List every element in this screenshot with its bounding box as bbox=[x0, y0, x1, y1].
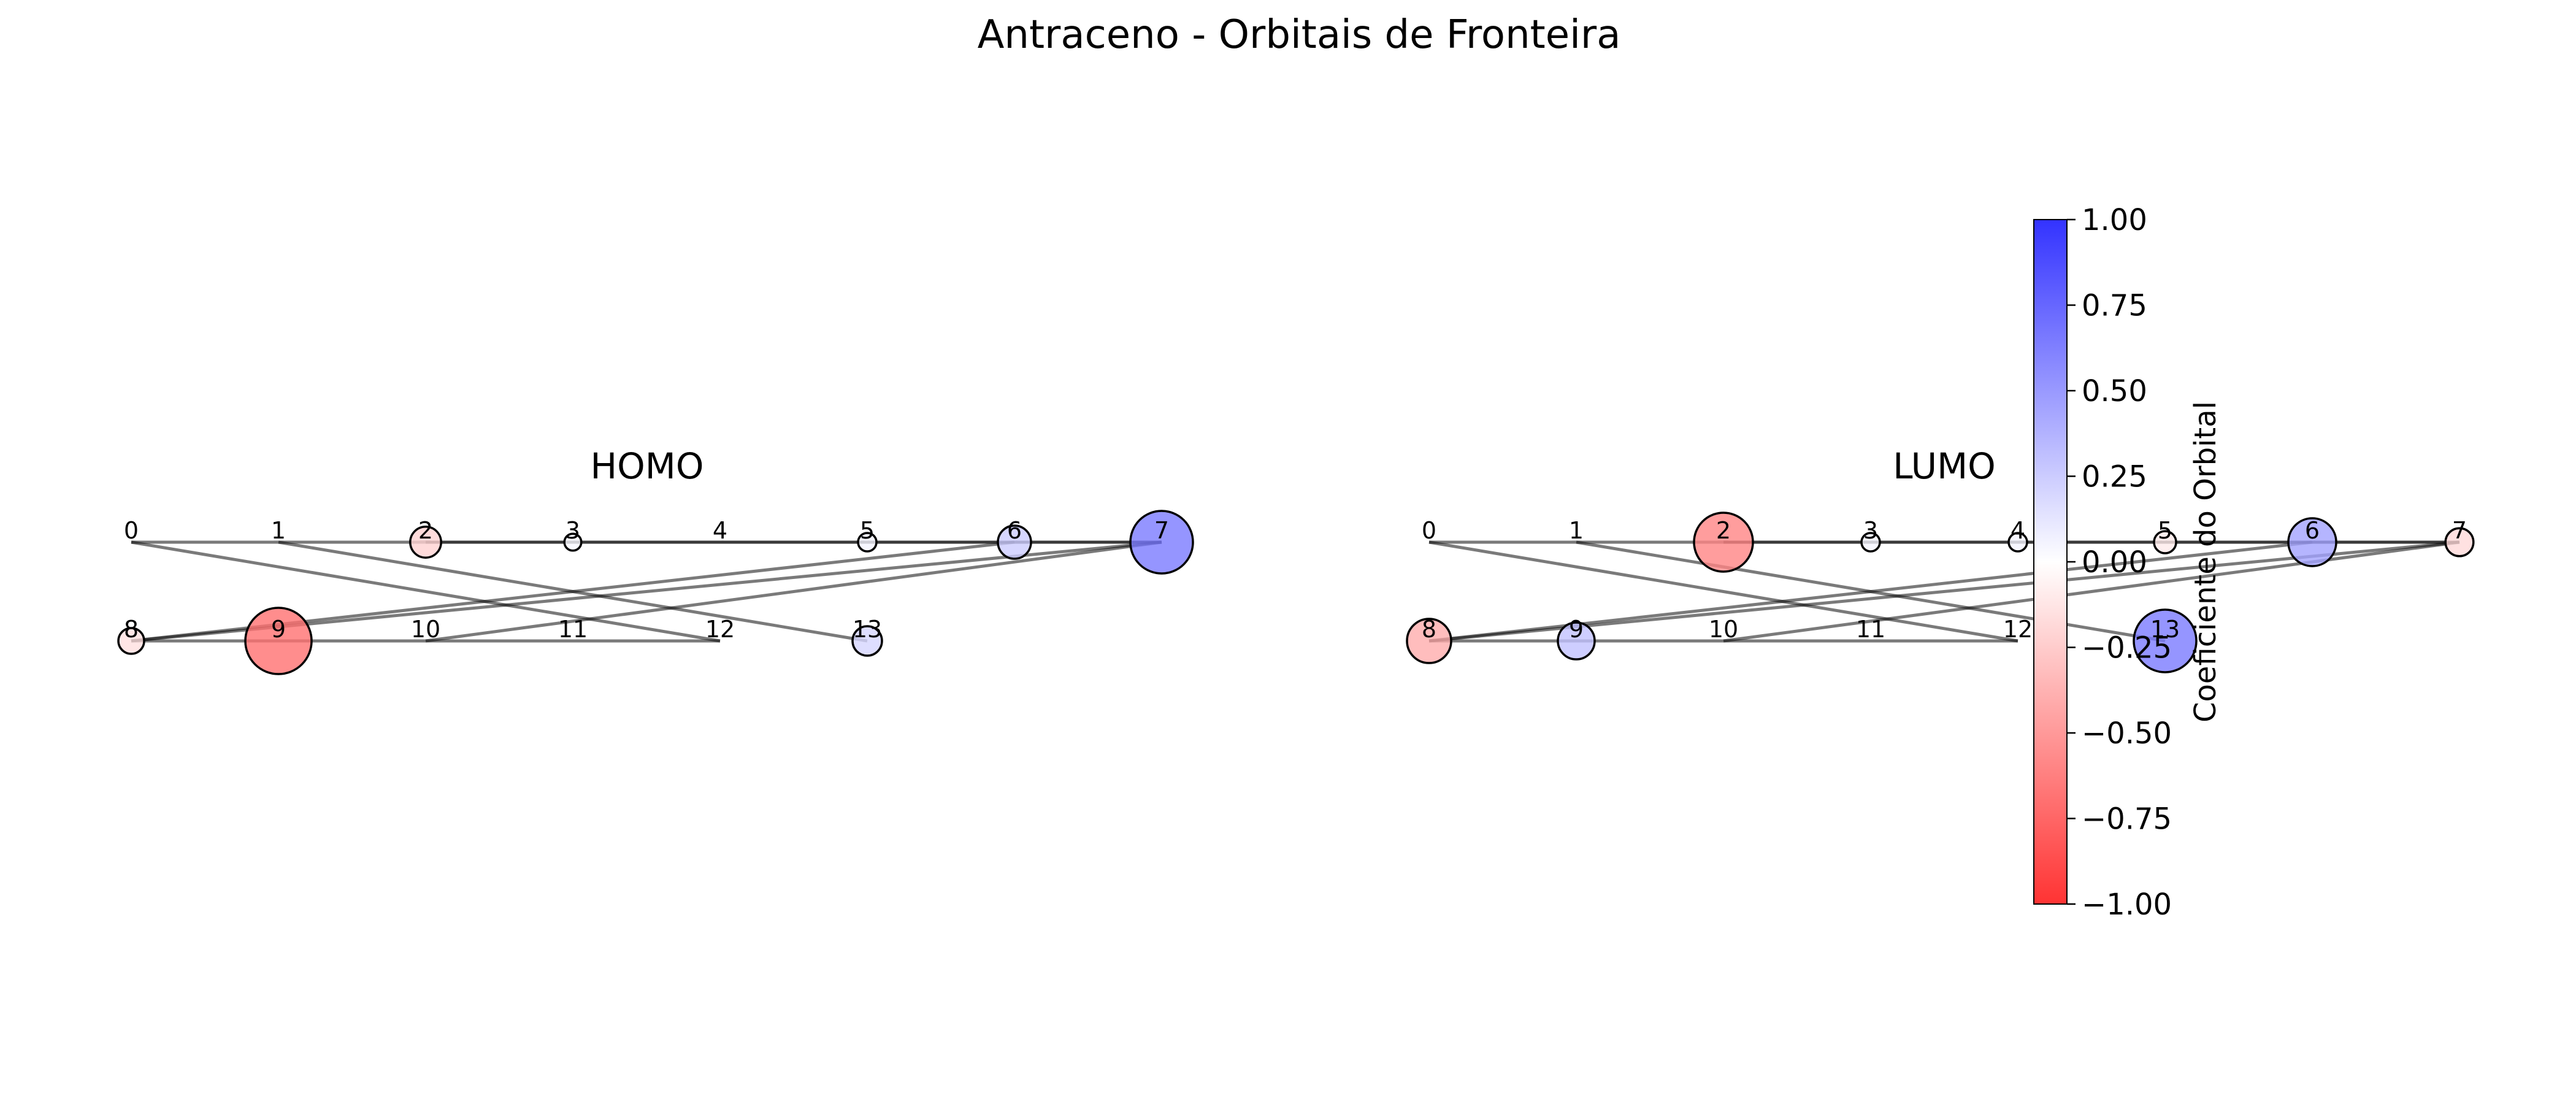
lumo-bond bbox=[1428, 540, 2018, 643]
lumo-atom-4 bbox=[2007, 532, 2028, 553]
lumo-atom-label-6: 6 bbox=[2305, 517, 2320, 544]
colorbar-tick-label: −0.75 bbox=[2082, 802, 2172, 837]
homo-atom-label-2: 2 bbox=[418, 517, 433, 544]
homo-atom-label-4: 4 bbox=[713, 517, 727, 544]
homo-atom-13 bbox=[851, 625, 883, 657]
lumo-atom-label-13: 13 bbox=[2150, 616, 2180, 643]
lumo-bond bbox=[1723, 540, 2460, 643]
lumo-atom-label-12: 12 bbox=[2003, 616, 2033, 643]
colorbar-tick-label: −0.25 bbox=[2082, 631, 2172, 665]
homo-panel: HOMO 0 1 2 3 4 5 6 78 9 10 11 12 13 bbox=[117, 445, 1194, 675]
figure-title: Antraceno - Orbitais de Fronteira bbox=[978, 12, 1621, 58]
lumo-atom-label-1: 1 bbox=[1569, 517, 1584, 544]
homo-atom-2 bbox=[409, 526, 442, 559]
homo-bond bbox=[425, 540, 1162, 643]
lumo-atom-label-10: 10 bbox=[1709, 616, 1738, 643]
homo-atom-7 bbox=[1129, 510, 1194, 575]
lumo-atom-label-9: 9 bbox=[1569, 616, 1584, 643]
lumo-atom-label-8: 8 bbox=[1422, 616, 1436, 643]
homo-labels: 0 1 2 3 4 5 6 78 9 10 11 12 13 bbox=[124, 517, 1169, 643]
colorbar-tick-label: −0.50 bbox=[2082, 716, 2172, 751]
homo-atom-label-6: 6 bbox=[1007, 517, 1022, 544]
homo-atom-3 bbox=[563, 532, 583, 552]
lumo-atom-2 bbox=[1693, 512, 1754, 573]
homo-atom-8 bbox=[117, 627, 145, 655]
colorbar-tick-label: 0.25 bbox=[2082, 460, 2147, 494]
lumo-atom-label-2: 2 bbox=[1716, 517, 1731, 544]
homo-atom-label-10: 10 bbox=[411, 616, 440, 643]
homo-atom-label-9: 9 bbox=[271, 616, 286, 643]
lumo-atom-3 bbox=[1860, 532, 1881, 553]
colorbar: 1.00 0.75 0.50 0.25 0.00 −0.25 −0.50 −0.75 −1.00… bbox=[2033, 203, 2223, 922]
homo-atom-label-1: 1 bbox=[271, 517, 286, 544]
lumo-atom-5 bbox=[2153, 530, 2177, 554]
homo-atom-5 bbox=[857, 532, 878, 553]
homo-atom-label-11: 11 bbox=[558, 616, 588, 643]
homo-atom-label-8: 8 bbox=[124, 616, 139, 643]
homo-atom-label-13: 13 bbox=[853, 616, 882, 643]
colorbar-tick-label: 0.50 bbox=[2082, 374, 2147, 408]
lumo-atom-label-4: 4 bbox=[2011, 517, 2025, 544]
lumo-bond bbox=[1428, 540, 2460, 643]
homo-bond bbox=[131, 540, 721, 643]
lumo-atom-13 bbox=[2133, 608, 2198, 673]
homo-atom-6 bbox=[997, 524, 1032, 560]
homo-title: HOMO bbox=[591, 445, 704, 487]
lumo-atom-label-5: 5 bbox=[2158, 517, 2172, 544]
lumo-labels: 0 1 2 3 4 5 6 78 9 10 11 12 13 bbox=[1422, 517, 2467, 643]
lumo-atom-label-11: 11 bbox=[1856, 616, 1885, 643]
homo-atom-label-3: 3 bbox=[565, 517, 580, 544]
colorbar-tick-label: 0.75 bbox=[2082, 289, 2147, 323]
colorbar-tick-label: −1.00 bbox=[2082, 887, 2172, 922]
lumo-atom-7 bbox=[2444, 527, 2475, 558]
lumo-atom-8 bbox=[1406, 618, 1452, 664]
homo-bonds bbox=[131, 540, 1162, 643]
homo-atom-label-0: 0 bbox=[124, 517, 139, 544]
lumo-panel: LUMO 0 1 2 3 4 5 6 78 9 10 11 12 13 bbox=[1406, 445, 2475, 673]
lumo-atom-6 bbox=[2287, 517, 2337, 567]
lumo-nodes bbox=[1406, 512, 2475, 673]
lumo-atom-label-7: 7 bbox=[2452, 517, 2467, 544]
homo-atom-label-5: 5 bbox=[860, 517, 875, 544]
lumo-atom-9 bbox=[1557, 621, 1596, 661]
homo-atom-9 bbox=[244, 607, 313, 675]
colorbar-label: Coeficiente do Orbital bbox=[2188, 401, 2223, 723]
colorbar-ticks: 1.00 0.75 0.50 0.25 0.00 −0.25 −0.50 −0.75 −1.00 bbox=[2067, 203, 2172, 922]
colorbar-tick-label: 1.00 bbox=[2082, 203, 2147, 237]
homo-atom-label-7: 7 bbox=[1154, 517, 1169, 544]
lumo-atom-label-0: 0 bbox=[1422, 517, 1436, 544]
colorbar-tick-label: 0.00 bbox=[2082, 545, 2147, 580]
homo-nodes bbox=[117, 510, 1194, 675]
lumo-title: LUMO bbox=[1893, 445, 1996, 487]
lumo-atom-label-3: 3 bbox=[1863, 517, 1878, 544]
colorbar-gradient bbox=[2033, 219, 2068, 905]
homo-atom-label-12: 12 bbox=[705, 616, 735, 643]
